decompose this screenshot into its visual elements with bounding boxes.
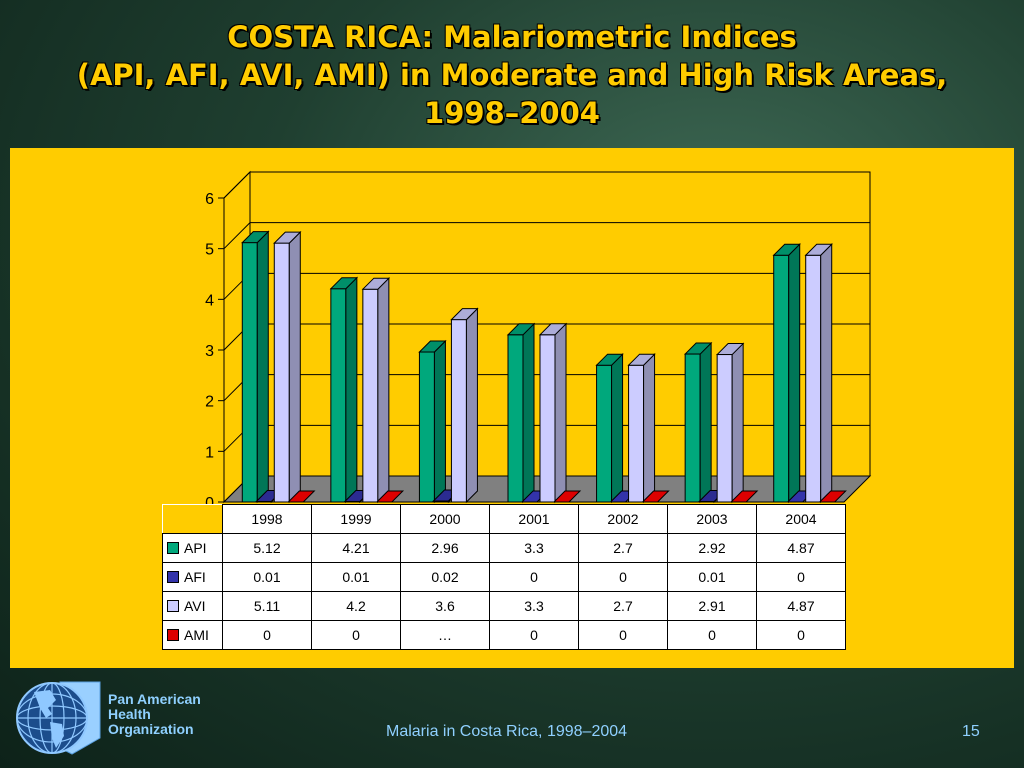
legend-swatch: [167, 542, 179, 554]
y-tick-label: 0: [205, 495, 214, 512]
category-label: 2003: [667, 504, 757, 534]
data-label: 4.21: [311, 533, 401, 563]
bar-avi-1999: [361, 276, 391, 504]
footer-caption: Malaria in Costa Rica, 1998–2004: [386, 723, 628, 740]
table-header-row: 1998 1999 2000 2001 2002 2003 2004: [162, 504, 846, 534]
series-row-api: API 5.12 4.21 2.96 3.3 2.7 2.92 4.87: [162, 533, 846, 563]
data-label: 0.01: [311, 562, 401, 592]
gridline: [223, 222, 870, 250]
category-label: 1998: [222, 504, 312, 534]
slide-number: 15: [962, 723, 980, 740]
data-label: 0: [222, 620, 312, 650]
data-label: …: [400, 620, 490, 650]
bar-api-2004: [772, 243, 801, 504]
y-tick-label: 3: [205, 343, 214, 360]
y-tick-label: 5: [205, 242, 214, 259]
data-label: 0: [311, 620, 401, 650]
bar-avi-2000: [450, 307, 479, 504]
data-label: 4.87: [756, 533, 846, 563]
data-label: 0: [489, 562, 579, 592]
legend-entry: API: [162, 533, 223, 563]
series-name: AVI: [184, 598, 206, 614]
chart-plot: 0 1 2 3 4 5 6: [205, 170, 872, 512]
org-name-line-2: Health: [108, 706, 151, 722]
organization-name: Pan American Health Organization: [108, 692, 201, 737]
gridline: [223, 171, 870, 199]
bar-avi-2004: [804, 243, 833, 504]
category-label: 2002: [578, 504, 668, 534]
org-name-line-1: Pan American: [108, 691, 201, 707]
data-label: 4.87: [756, 591, 846, 621]
legend-swatch: [167, 600, 179, 612]
data-label: 5.11: [222, 591, 312, 621]
bar-api-1999: [329, 276, 359, 504]
data-label: 2.91: [667, 591, 757, 621]
bar-api-2000: [418, 339, 447, 504]
y-tick-label: 2: [205, 394, 214, 411]
data-label: 2.7: [578, 533, 668, 563]
data-label: 0: [756, 562, 846, 592]
slide-title: COSTA RICA: Malariometric Indices (API, …: [0, 18, 1024, 132]
legend-swatch: [167, 629, 179, 641]
series-row-avi: AVI 5.11 4.2 3.6 3.3 2.7 2.91 4.87: [162, 591, 846, 621]
bar-avi-2003: [715, 342, 745, 504]
data-label: 5.12: [222, 533, 312, 563]
data-label: 2.92: [667, 533, 757, 563]
data-label: 3.3: [489, 533, 579, 563]
data-label: 2.96: [400, 533, 490, 563]
y-tick-label: 1: [205, 444, 214, 461]
bar-avi-2001: [538, 322, 568, 504]
bar-api-1998: [241, 230, 270, 504]
org-name-line-3: Organization: [108, 721, 194, 737]
data-label: 2.7: [578, 591, 668, 621]
data-label: 0: [756, 620, 846, 650]
series-name: AFI: [184, 569, 206, 585]
legend-entry: AVI: [162, 591, 223, 621]
category-label: 1999: [311, 504, 401, 534]
data-label: 0: [578, 562, 668, 592]
series-name: API: [184, 540, 207, 556]
data-label: 0: [578, 620, 668, 650]
bar-api-2002: [595, 352, 624, 504]
data-label: 3.6: [400, 591, 490, 621]
data-label: 0: [667, 620, 757, 650]
category-label: 2004: [756, 504, 846, 534]
legend-entry: AMI: [162, 620, 223, 650]
y-tick-label: 4: [205, 292, 214, 309]
category-label: 2001: [489, 504, 579, 534]
bar-avi-2002: [627, 352, 656, 504]
paho-globe-logo: [16, 681, 101, 755]
chart-data-table: 1998 1999 2000 2001 2002 2003 2004 API 5.12 4.21…: [162, 504, 846, 650]
category-label: 2000: [400, 504, 490, 534]
title-line-3: 1998–2004: [424, 96, 600, 130]
series-row-afi: AFI 0.01 0.01 0.02 0 0 0.01 0: [162, 562, 846, 592]
data-label: 0.02: [400, 562, 490, 592]
y-tick-label: 6: [205, 191, 214, 208]
data-label: 4.2: [311, 591, 401, 621]
data-label: 0.01: [222, 562, 312, 592]
table-corner: [162, 504, 223, 534]
data-label: 3.3: [489, 591, 579, 621]
data-label: 0: [489, 620, 579, 650]
bar-avi-1998: [273, 230, 302, 504]
bar-api-2001: [506, 322, 536, 504]
series-name: AMI: [184, 627, 209, 643]
legend-entry: AFI: [162, 562, 223, 592]
title-line-1: COSTA RICA: Malariometric Indices: [227, 20, 797, 54]
title-line-2: (API, AFI, AVI, AMI) in Moderate and Hig…: [76, 58, 948, 92]
series-row-ami: AMI 0 0… 0 0 0 0: [162, 620, 846, 650]
data-label: 0.01: [667, 562, 757, 592]
legend-swatch: [167, 571, 179, 583]
bar-api-2003: [683, 341, 713, 504]
